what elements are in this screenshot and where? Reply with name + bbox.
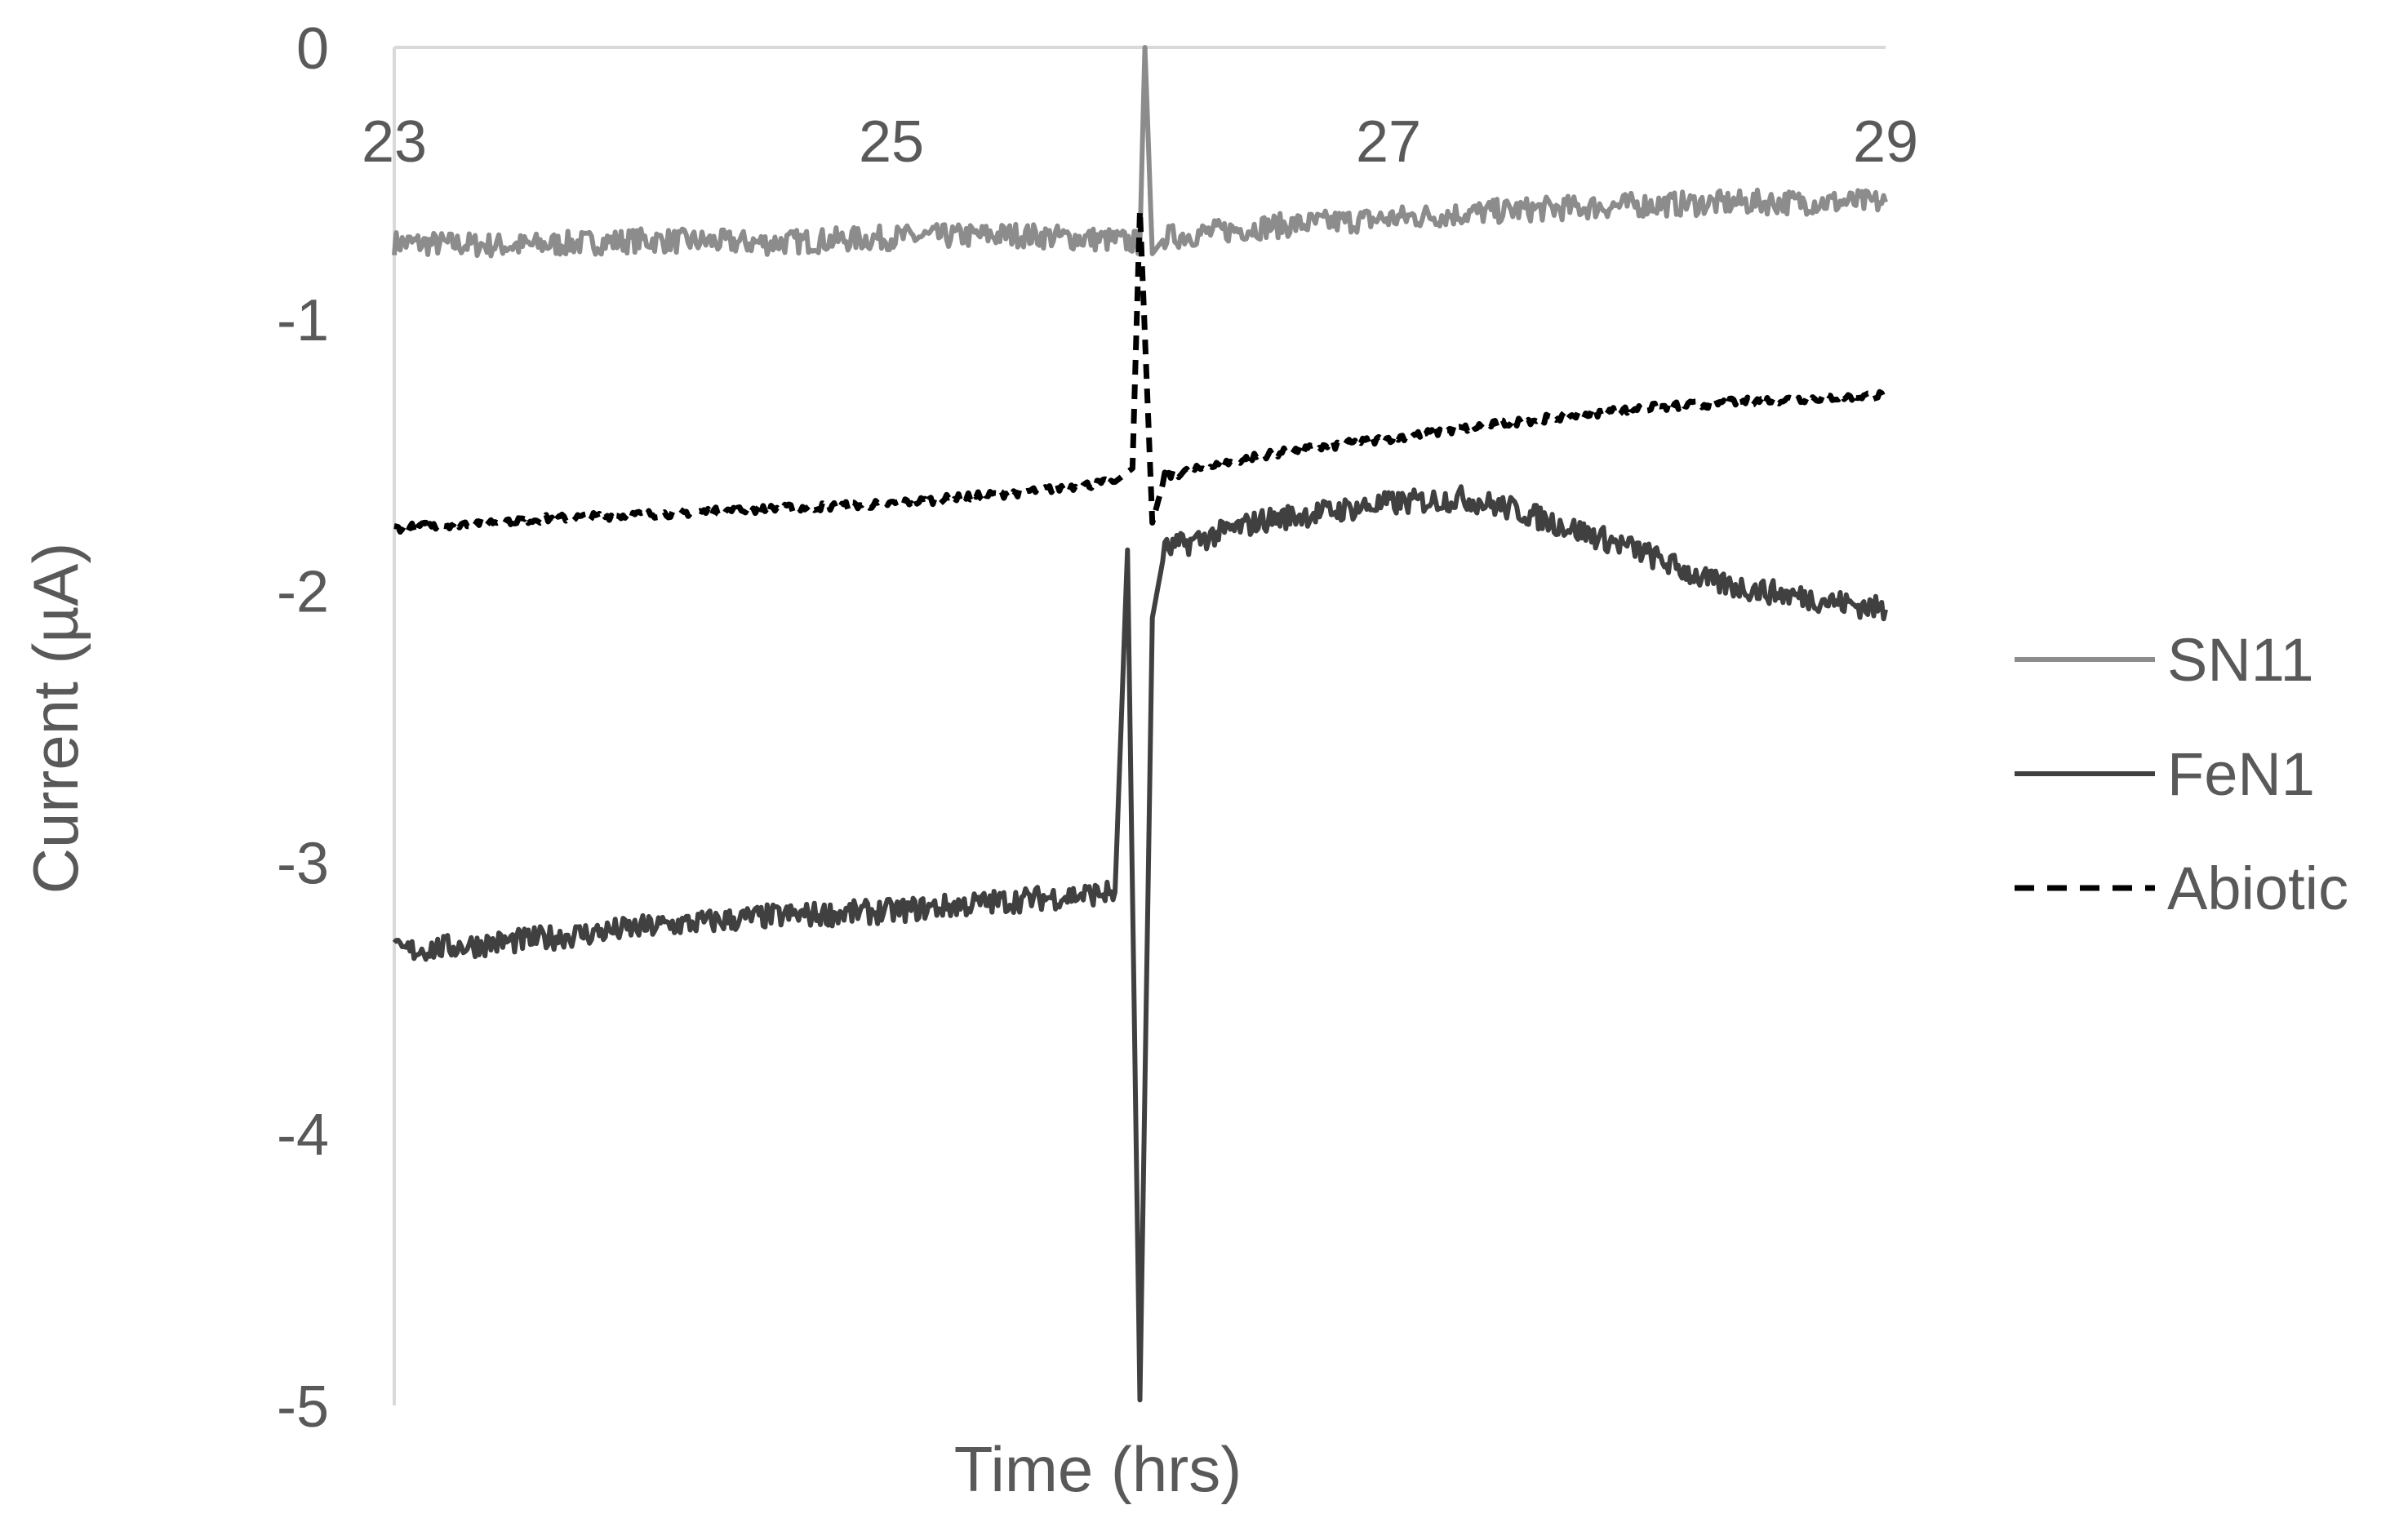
y-axis-title: Current (µA) <box>20 543 91 895</box>
x-tick-label: 23 <box>362 109 427 175</box>
x-axis-title: Time (hrs) <box>954 1433 1242 1505</box>
axes <box>393 46 1886 1405</box>
plot-series <box>392 45 1888 1403</box>
y-tick-label: -3 <box>277 831 329 896</box>
legend-label-abiotic: Abiotic <box>2167 855 2348 922</box>
x-tick-label: 27 <box>1356 109 1421 175</box>
legend-label-sn11: SN11 <box>2167 626 2314 694</box>
y-tick-label: -2 <box>277 560 329 625</box>
legend-label-fen1: FeN1 <box>2167 740 2315 808</box>
y-tick-label: -4 <box>277 1103 329 1168</box>
y-tick-label: -1 <box>277 288 329 353</box>
series-line-fen1 <box>392 484 1888 1403</box>
series-line-abiotic <box>393 207 1888 535</box>
tick-labels: 0 -1 -2 -3 -4 -5 23 25 27 29 <box>277 16 1918 1440</box>
x-tick-label: 29 <box>1853 109 1918 175</box>
x-tick-label: 25 <box>859 109 924 175</box>
legend: SN11 FeN1 Abiotic <box>2015 626 2348 922</box>
y-tick-label: 0 <box>296 16 329 82</box>
y-tick-label: -5 <box>277 1374 329 1440</box>
